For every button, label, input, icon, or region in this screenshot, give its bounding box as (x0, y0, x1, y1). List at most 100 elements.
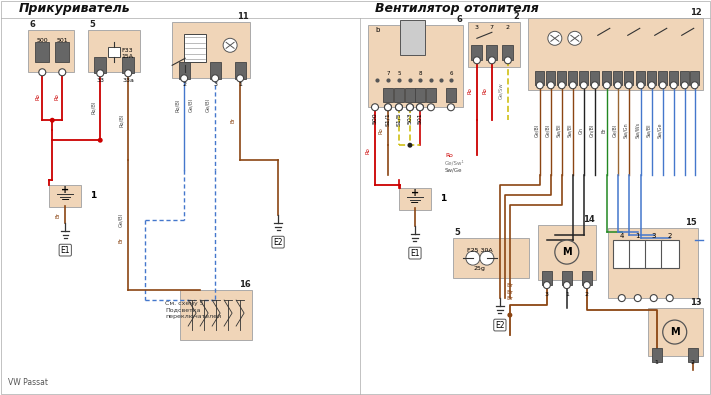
Bar (172, 23, 250, 78)
Circle shape (417, 104, 424, 111)
Text: 33: 33 (96, 78, 105, 83)
Bar (624, 71, 634, 85)
Circle shape (681, 82, 688, 89)
Bar (579, 71, 588, 85)
Circle shape (670, 82, 677, 89)
Circle shape (427, 104, 434, 111)
Text: Ro: Ro (482, 87, 487, 94)
Bar (88, 30, 140, 72)
Circle shape (504, 57, 511, 64)
Circle shape (385, 104, 392, 111)
Circle shape (563, 282, 570, 289)
Circle shape (407, 104, 414, 111)
Text: 501: 501 (56, 38, 68, 43)
Text: 2: 2 (585, 292, 589, 297)
Text: Ro: Ro (378, 127, 383, 134)
Text: Br: Br (119, 237, 124, 243)
Text: 2: 2 (690, 360, 695, 365)
Text: Sw/Bl: Sw/Bl (567, 124, 572, 137)
Circle shape (407, 143, 412, 148)
Bar (614, 71, 622, 85)
Text: 6: 6 (29, 20, 35, 29)
Bar (394, 88, 404, 102)
Text: Ro: Ro (36, 93, 41, 100)
Circle shape (659, 82, 666, 89)
Text: F25 30A: F25 30A (467, 248, 493, 253)
Text: Ge/Sw¹: Ge/Sw¹ (445, 160, 464, 166)
Text: 500: 500 (373, 112, 378, 124)
Text: E2: E2 (273, 238, 283, 246)
Text: 4: 4 (619, 233, 624, 239)
Bar (55, 42, 69, 62)
Text: Gn/Bl: Gn/Bl (589, 124, 594, 137)
Bar (415, 88, 425, 102)
Circle shape (371, 104, 378, 111)
Bar (36, 42, 49, 62)
Text: 1: 1 (440, 194, 447, 203)
Bar (368, 25, 463, 107)
Circle shape (558, 82, 565, 89)
Text: Ro/Bl: Ro/Bl (119, 113, 124, 127)
Text: Вентилятор отопителя: Вентилятор отопителя (375, 2, 539, 15)
Text: F33: F33 (121, 48, 133, 53)
Text: Прикуриватель: Прикуриватель (18, 2, 130, 15)
Text: Ge/Bl: Ge/Bl (545, 124, 550, 137)
Text: 5: 5 (397, 71, 401, 76)
Text: E2: E2 (495, 321, 505, 329)
Circle shape (547, 82, 555, 89)
Text: 13: 13 (690, 298, 702, 307)
Bar (562, 271, 572, 285)
Circle shape (480, 251, 494, 265)
Bar (486, 45, 498, 60)
Bar (528, 18, 702, 90)
Bar (582, 271, 592, 285)
Text: Sw/Ge: Sw/Ge (657, 122, 662, 138)
Text: Ge/Bl: Ge/Bl (205, 98, 210, 112)
Circle shape (583, 282, 590, 289)
Bar (568, 71, 577, 85)
Text: VW Passat: VW Passat (9, 378, 48, 387)
Text: 1: 1 (636, 233, 640, 239)
Text: −: − (60, 195, 70, 205)
Text: 1: 1 (565, 292, 569, 297)
Bar (690, 71, 699, 85)
Text: +: + (61, 185, 69, 195)
Text: Ge/Bl: Ge/Bl (188, 98, 193, 112)
Text: 1: 1 (238, 82, 242, 87)
Circle shape (466, 251, 480, 265)
Bar (647, 71, 656, 85)
Bar (602, 71, 611, 85)
Circle shape (407, 104, 414, 111)
Bar (471, 45, 482, 60)
Bar (652, 348, 662, 362)
Bar (613, 240, 631, 268)
Circle shape (691, 82, 698, 89)
Bar (636, 71, 646, 85)
Bar (661, 240, 679, 268)
Circle shape (625, 82, 632, 89)
Bar (49, 185, 81, 207)
Text: 7: 7 (386, 71, 390, 76)
Circle shape (488, 57, 496, 64)
Text: S1/1: S1/1 (385, 112, 390, 126)
Circle shape (474, 57, 481, 64)
Bar (400, 20, 425, 55)
Circle shape (385, 104, 392, 111)
Text: 6: 6 (456, 15, 462, 24)
Circle shape (508, 312, 513, 318)
Bar (383, 88, 393, 102)
Text: 503: 503 (407, 112, 412, 124)
Bar (669, 71, 678, 85)
Circle shape (447, 104, 454, 111)
Text: 15A: 15A (121, 54, 133, 59)
Circle shape (592, 82, 598, 89)
Text: Br: Br (507, 282, 514, 288)
Circle shape (536, 82, 543, 89)
Circle shape (50, 118, 55, 123)
Bar (680, 71, 689, 85)
Text: Ro/Bl: Ro/Bl (91, 101, 96, 114)
Text: 5: 5 (89, 20, 95, 29)
Bar (405, 88, 415, 102)
Text: Sw/Bl: Sw/Bl (556, 124, 561, 137)
Text: 16: 16 (240, 280, 251, 289)
